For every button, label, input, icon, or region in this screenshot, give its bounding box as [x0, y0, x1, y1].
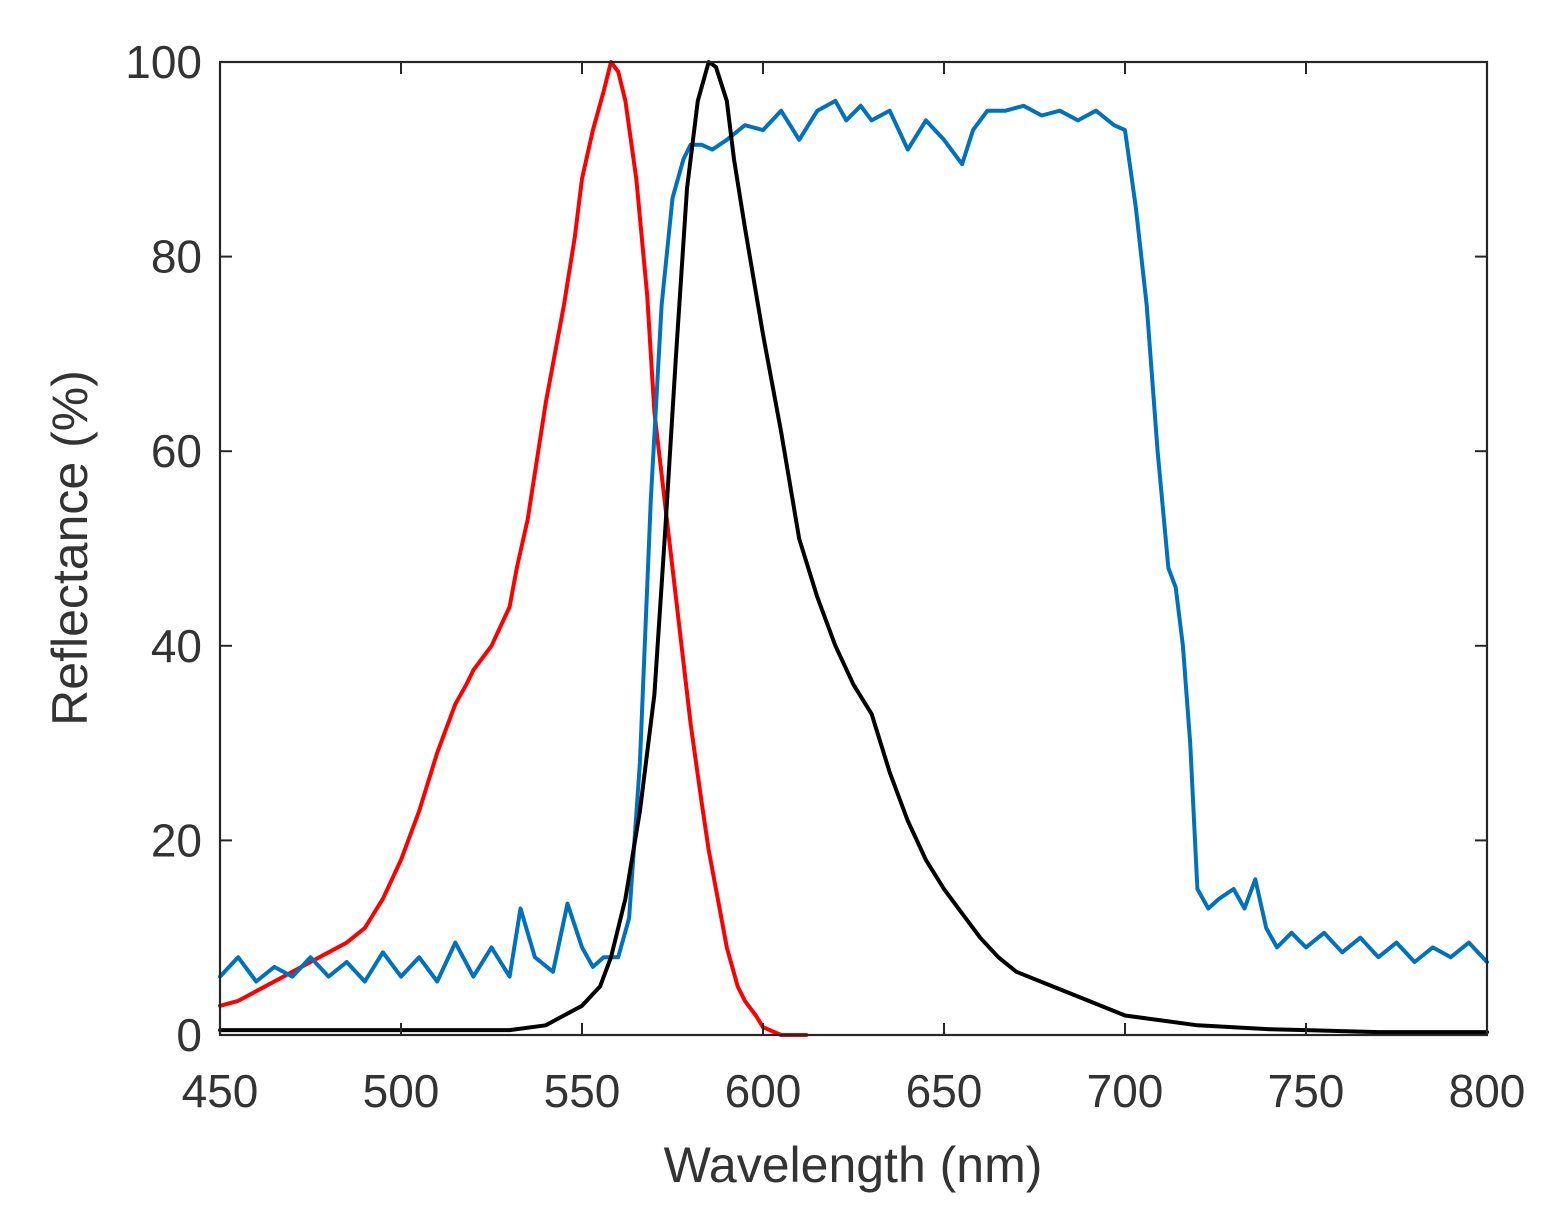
plot-area — [220, 62, 1487, 1035]
y-axis-ticks — [220, 61, 1487, 1036]
y-tick-label: 20 — [151, 814, 202, 866]
x-tick-label: 650 — [906, 1065, 983, 1117]
y-tick-label: 60 — [151, 425, 202, 477]
y-tick-label: 40 — [151, 620, 202, 672]
x-tick-label: 450 — [182, 1065, 259, 1117]
y-axis-title: Reflectance (%) — [42, 370, 98, 726]
x-tick-label: 500 — [363, 1065, 440, 1117]
series-layer — [218, 60, 1489, 1037]
x-tick-label: 700 — [1087, 1065, 1164, 1117]
series-line-2 — [218, 98, 1489, 984]
x-tick-label: 800 — [1449, 1065, 1526, 1117]
x-tick-label: 600 — [725, 1065, 802, 1117]
x-axis-title: Wavelength (nm) — [664, 1137, 1043, 1193]
x-tick-label: 750 — [1268, 1065, 1345, 1117]
series-line-3 — [218, 60, 1489, 1035]
y-tick-label: 100 — [125, 36, 202, 88]
x-axis-tick-labels: 450 500 550 600 650 700 750 800 — [182, 1065, 1526, 1117]
plot-frame — [218, 60, 1489, 1037]
series-line-1 — [218, 60, 809, 1037]
y-tick-label: 0 — [176, 1009, 202, 1061]
y-tick-label: 80 — [151, 231, 202, 283]
y-axis-tick-labels: 0 20 40 60 80 100 — [125, 36, 202, 1061]
x-axis-ticks — [219, 62, 1488, 1035]
x-tick-label: 550 — [544, 1065, 621, 1117]
